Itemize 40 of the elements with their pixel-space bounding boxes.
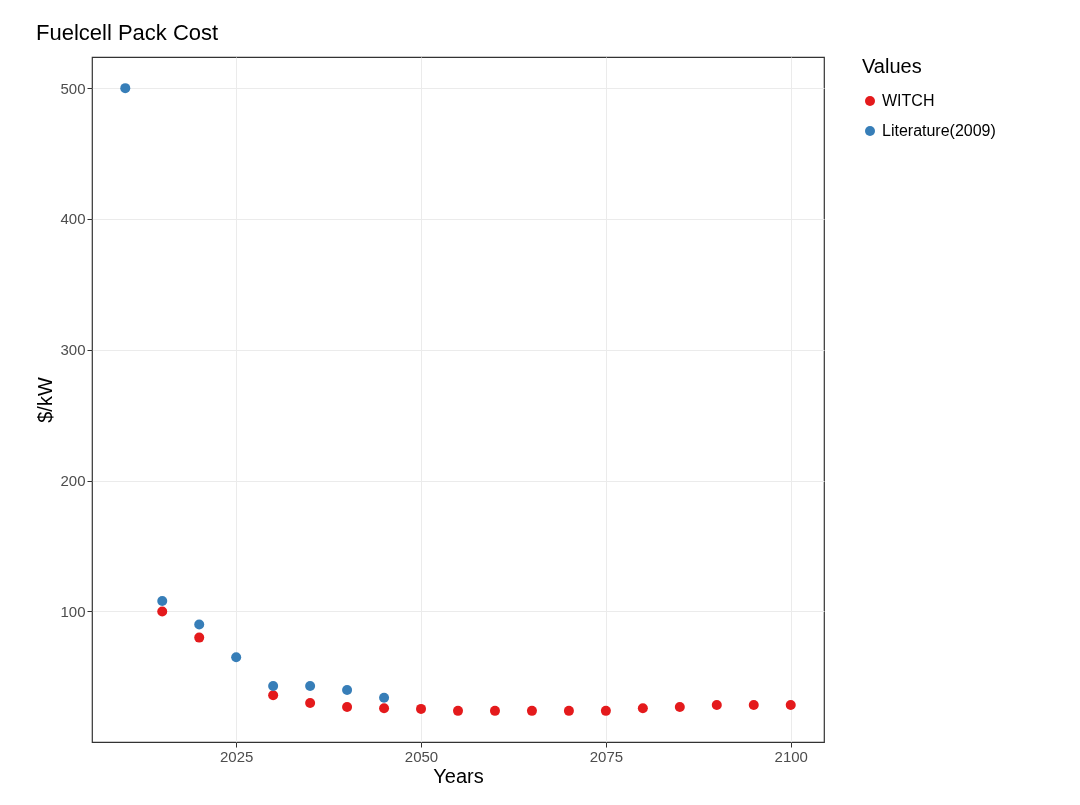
y-axis-title: $/kW [34, 377, 57, 423]
point [379, 703, 390, 714]
x-tick-label: 2025 [219, 747, 254, 765]
y-tick-label: 100 [60, 602, 86, 620]
y-tick-label: 400 [60, 210, 86, 228]
point [305, 681, 316, 691]
point [416, 703, 427, 714]
point [268, 681, 279, 691]
point [305, 698, 316, 708]
point [194, 619, 205, 630]
point [453, 705, 463, 716]
legend-title: Values [862, 55, 922, 77]
point [637, 703, 648, 714]
x-tick-label: 2050 [404, 747, 439, 765]
y-tick-label: 500 [60, 79, 86, 97]
point [674, 701, 685, 712]
point [379, 692, 390, 703]
legend-label: Literature(2009) [882, 122, 996, 139]
point [489, 705, 500, 716]
point [342, 684, 353, 695]
point [711, 699, 722, 710]
chart-title: Fuelcell Pack Cost [35, 20, 219, 45]
x-axis-title: Years [433, 764, 484, 787]
point [231, 652, 242, 663]
point [157, 606, 168, 617]
legend-label: WITCH [882, 92, 935, 109]
point [526, 705, 537, 716]
y-tick-label: 200 [60, 472, 86, 490]
point [785, 699, 796, 710]
x-tick-label: 2075 [589, 747, 624, 765]
point [194, 632, 205, 643]
y-tick-label: 300 [60, 341, 86, 359]
point [268, 690, 279, 701]
point [157, 595, 168, 606]
point [748, 699, 759, 710]
point [120, 83, 131, 94]
x-tick-label: 2100 [774, 747, 808, 765]
point [563, 705, 574, 716]
point [600, 705, 611, 716]
point [342, 701, 353, 712]
